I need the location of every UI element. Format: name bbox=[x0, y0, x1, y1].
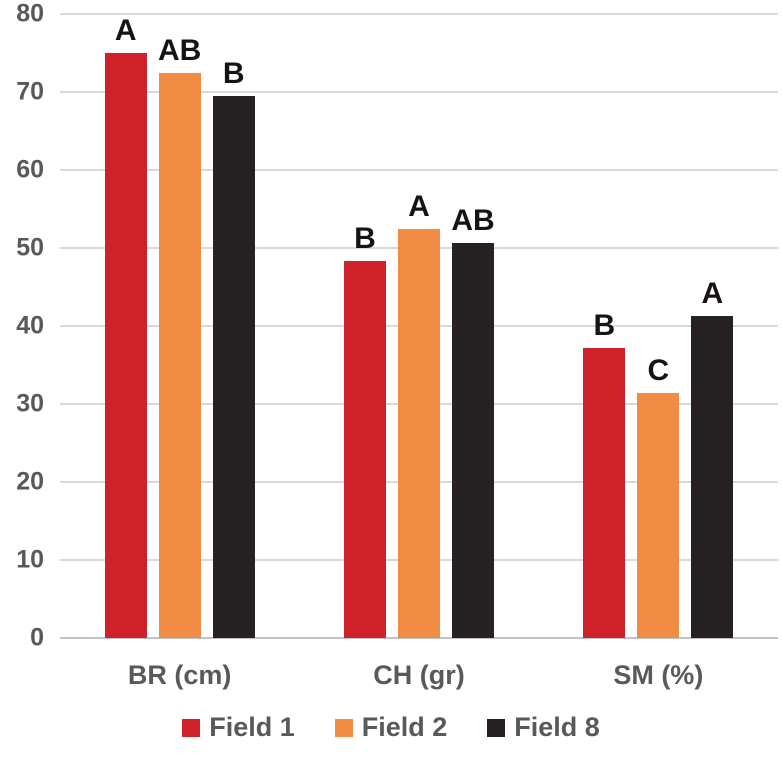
y-tick-label-80: 80 bbox=[16, 0, 44, 28]
y-tick-label-40: 40 bbox=[16, 311, 44, 340]
y-tick-label-60: 60 bbox=[16, 155, 44, 184]
legend: Field 1 Field 2 Field 8 bbox=[0, 714, 782, 741]
legend-swatch-icon bbox=[334, 718, 353, 737]
legend-swatch-icon bbox=[487, 718, 506, 737]
significance-letter: B bbox=[593, 308, 616, 342]
significance-letter: A bbox=[114, 14, 137, 47]
x-axis-labels: BR (cm) CH (gr) SM (%) bbox=[60, 660, 778, 691]
bar-field-2-3 bbox=[637, 393, 680, 638]
bar-slot: C bbox=[637, 354, 680, 638]
y-tick-label-0: 0 bbox=[30, 623, 44, 652]
significance-letter: B bbox=[354, 222, 376, 256]
significance-letter: B bbox=[222, 56, 245, 90]
y-axis: 0 10 20 30 40 50 60 70 80 bbox=[0, 1, 48, 650]
legend-swatch-icon bbox=[182, 718, 201, 737]
bar-slot: A bbox=[691, 276, 734, 638]
bar-field-1-3 bbox=[583, 347, 626, 638]
gridline-70 bbox=[60, 91, 778, 93]
x-axis-line bbox=[60, 637, 778, 639]
legend-item-field-2: Field 2 bbox=[334, 712, 448, 742]
legend-label: Field 8 bbox=[514, 712, 600, 742]
y-tick-label-30: 30 bbox=[16, 389, 44, 418]
bar-group-2: B A AB bbox=[299, 14, 538, 638]
legend-label: Field 1 bbox=[209, 712, 295, 742]
category-label-2: CH (gr) bbox=[373, 660, 465, 690]
bar-field-1-1 bbox=[104, 53, 147, 638]
legend-item-field-8: Field 8 bbox=[487, 714, 600, 741]
y-tick-label-70: 70 bbox=[16, 77, 44, 106]
gridline-80 bbox=[60, 13, 778, 15]
y-tick-label-10: 10 bbox=[16, 545, 44, 574]
significance-letter: AB bbox=[157, 33, 202, 67]
bar-field-8-3 bbox=[691, 315, 734, 638]
y-tick-label-50: 50 bbox=[16, 233, 44, 262]
significance-letter: A bbox=[408, 189, 430, 223]
bar-field-8-1 bbox=[212, 95, 255, 638]
category-label-1: BR (cm) bbox=[127, 660, 232, 690]
legend-item-field-1: Field 1 bbox=[182, 714, 295, 741]
y-tick-label-20: 20 bbox=[16, 467, 44, 496]
bar-field-8-2 bbox=[451, 242, 494, 638]
bar-field-2-2 bbox=[397, 228, 440, 638]
significance-letter: AB bbox=[451, 203, 495, 237]
bar-field-1-2 bbox=[343, 261, 386, 638]
bar-slot: AB bbox=[451, 203, 495, 638]
gridline-60 bbox=[60, 169, 778, 171]
bar-slot: AB bbox=[157, 33, 202, 638]
significance-letter: A bbox=[701, 276, 724, 310]
bar-group-1: A AB B bbox=[60, 14, 299, 638]
bar-field-2-1 bbox=[158, 72, 201, 638]
bar-slot: A bbox=[397, 189, 440, 638]
bar-slot: A bbox=[104, 14, 147, 638]
bar-slot: B bbox=[212, 56, 255, 638]
plot-area: A AB B B A AB B C A bbox=[60, 13, 778, 639]
legend-label: Field 2 bbox=[361, 712, 448, 742]
bar-slot: B bbox=[343, 222, 386, 638]
category-label-3: SM (%) bbox=[613, 660, 704, 690]
significance-letter: C bbox=[647, 354, 670, 388]
bar-slot: B bbox=[583, 308, 626, 638]
